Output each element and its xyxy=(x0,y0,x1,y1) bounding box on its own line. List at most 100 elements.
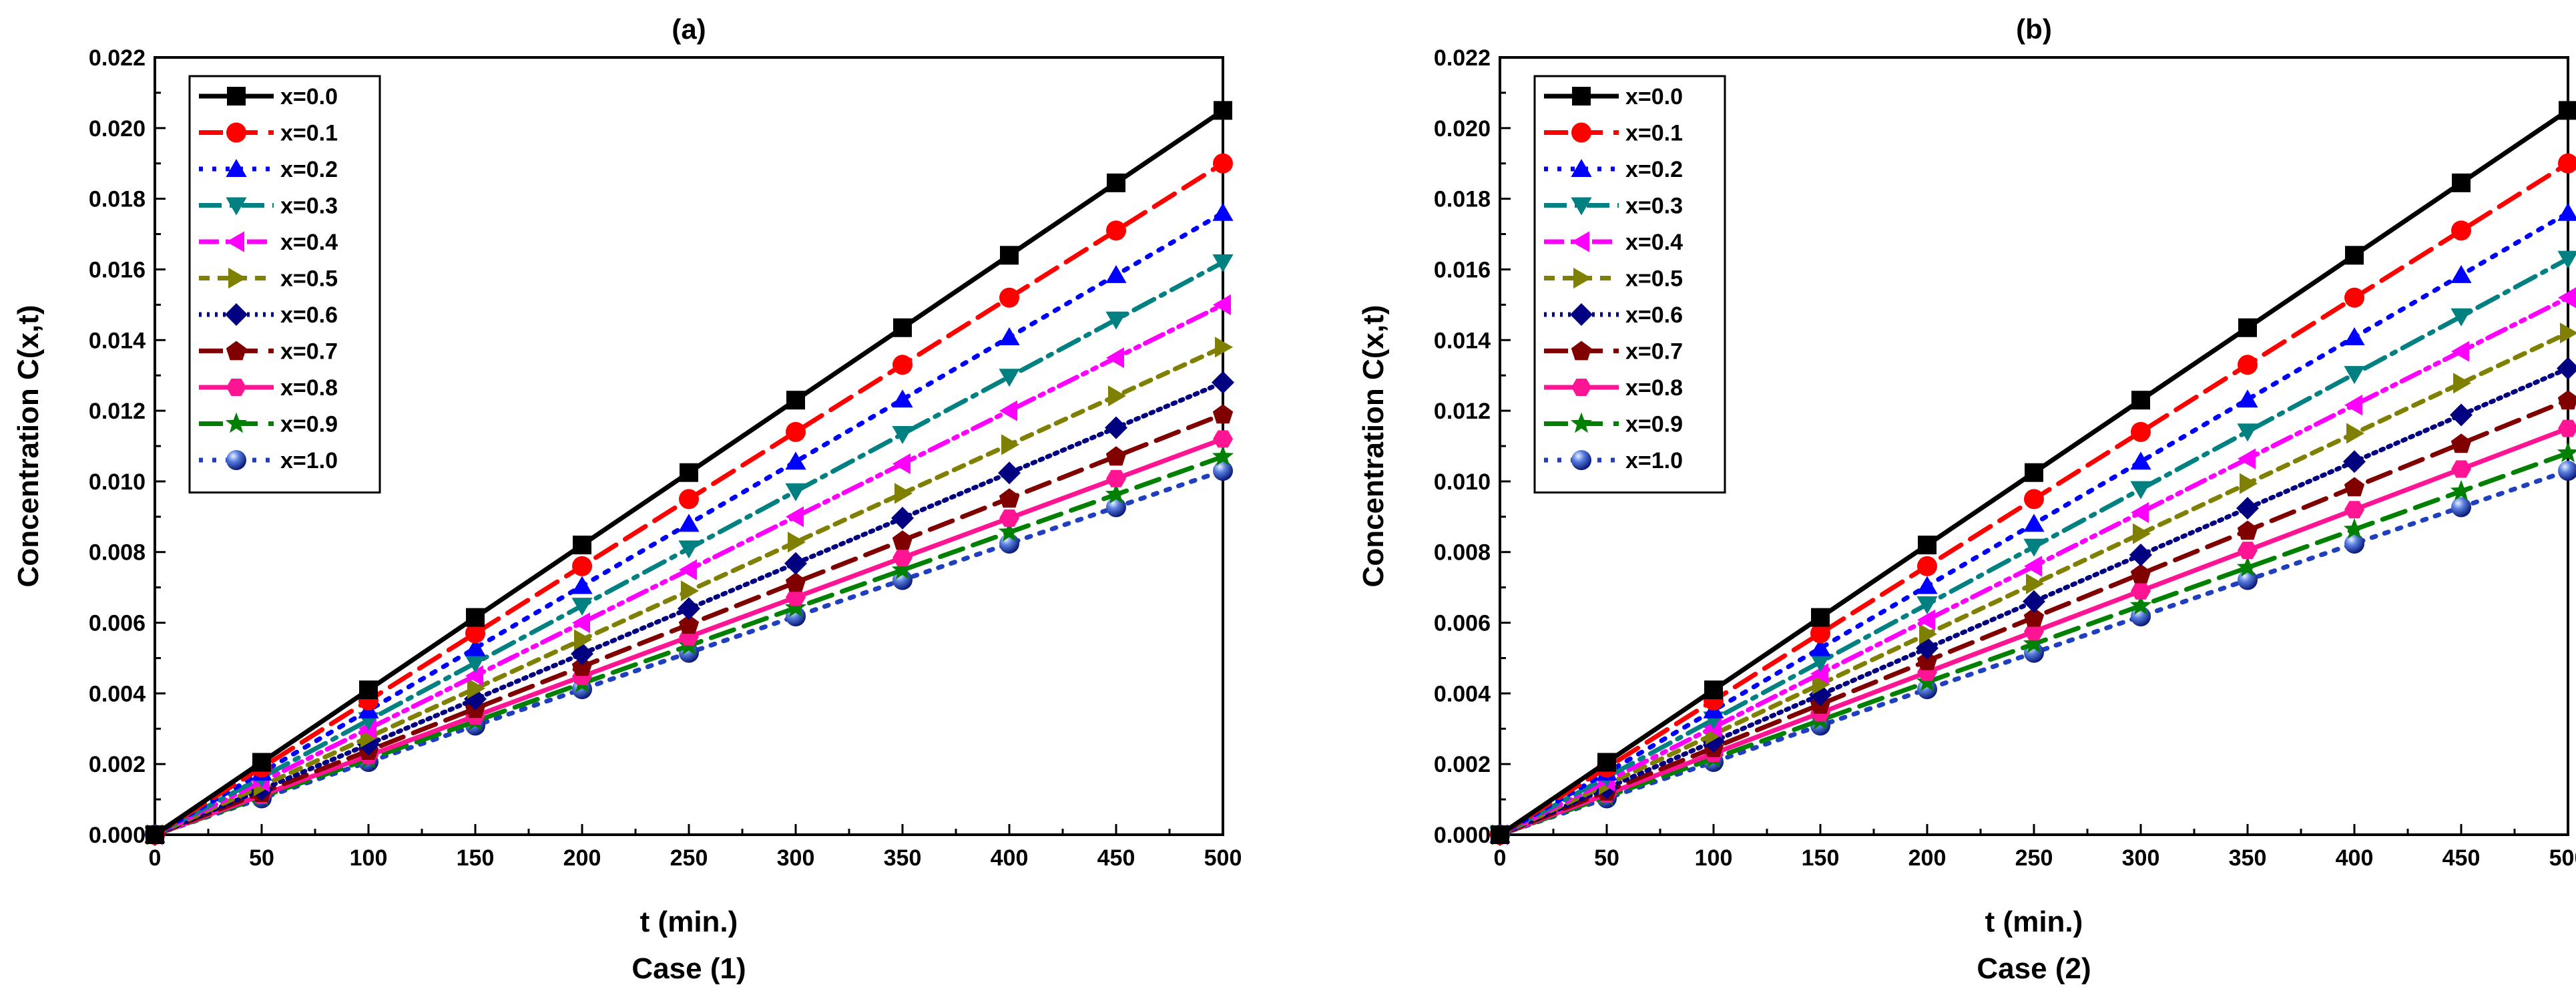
data-point xyxy=(2560,323,2576,344)
legend-item: x=0.6 xyxy=(1544,303,1683,328)
data-point xyxy=(784,596,807,618)
data-point xyxy=(572,556,592,576)
data-point xyxy=(2131,582,2151,600)
legend-label: x=0.2 xyxy=(280,157,338,182)
data-point xyxy=(359,680,378,700)
data-point xyxy=(1106,220,1126,241)
x-tick-label: 400 xyxy=(991,845,1029,871)
y-tick-label: 0.006 xyxy=(89,611,146,636)
data-point xyxy=(892,355,913,375)
data-point xyxy=(999,327,1020,345)
legend-item: x=0.1 xyxy=(1544,121,1683,146)
data-point xyxy=(2344,501,2364,519)
data-point xyxy=(1597,753,1616,772)
x-tick-label: 0 xyxy=(1494,845,1507,871)
data-point xyxy=(2343,518,2366,539)
legend-marker xyxy=(1572,87,1591,106)
legend-item: x=0.0 xyxy=(199,84,338,110)
data-point xyxy=(892,549,913,567)
data-point xyxy=(678,514,700,532)
legend-item: x=0.9 xyxy=(199,412,338,437)
chart-panel-b: (b) 0 50 100 150 200 250 300 350 400 450 500 0.000 0.… xyxy=(1357,13,2576,985)
y-tick-label: 0.000 xyxy=(1434,823,1491,848)
data-point xyxy=(892,453,911,474)
legend-marker xyxy=(226,379,246,396)
data-point xyxy=(2024,489,2044,510)
y-tick-label: 0.004 xyxy=(1434,681,1491,707)
x-tick-label: 500 xyxy=(1204,845,1242,871)
legend-item: x=0.3 xyxy=(1544,194,1683,219)
data-point xyxy=(891,558,914,580)
x-tick-label: 0 xyxy=(149,845,162,871)
data-point xyxy=(1212,404,1234,424)
legend-label: x=0.4 xyxy=(280,230,338,255)
data-point xyxy=(1704,680,1723,700)
data-point xyxy=(2451,460,2471,478)
y-tick-label: 0.018 xyxy=(1434,187,1491,212)
x-axis-label: t (min.) xyxy=(1985,906,2083,938)
legend-label: x=1.0 xyxy=(280,448,338,473)
legend-item: x=0.6 xyxy=(199,303,338,328)
x-tick-label: 250 xyxy=(670,845,708,871)
chart-caption: Case (2) xyxy=(1977,952,2091,985)
data-point xyxy=(574,629,592,650)
data-point xyxy=(2238,318,2257,337)
x-tick-label: 500 xyxy=(2549,845,2576,871)
legend-item: x=0.9 xyxy=(1544,412,1683,437)
data-point xyxy=(891,506,914,530)
data-point xyxy=(2023,607,2045,627)
data-point xyxy=(2130,564,2151,584)
data-point xyxy=(1916,596,1938,614)
data-point xyxy=(2024,556,2042,577)
legend-item: x=0.4 xyxy=(199,230,338,255)
data-point xyxy=(1106,347,1124,369)
data-point xyxy=(1105,446,1127,466)
data-point xyxy=(572,612,590,634)
data-point xyxy=(2129,544,2152,566)
data-point xyxy=(2557,250,2576,269)
x-tick-label: 100 xyxy=(1695,845,1733,871)
data-point xyxy=(678,614,700,634)
data-point xyxy=(892,389,913,408)
data-point xyxy=(146,825,164,844)
legend-marker xyxy=(1570,303,1593,326)
data-point xyxy=(2450,403,2473,427)
data-point xyxy=(1106,469,1126,487)
data-point xyxy=(2346,423,2364,444)
legend-item: x=0.5 xyxy=(1544,266,1683,292)
data-point xyxy=(1215,337,1233,358)
legend-item: x=0.2 xyxy=(199,157,338,182)
data-point xyxy=(571,656,593,676)
data-point xyxy=(1212,371,1234,394)
data-point xyxy=(573,536,591,555)
data-point xyxy=(1810,654,1831,672)
data-point xyxy=(678,540,700,559)
data-point xyxy=(2026,573,2044,594)
data-point xyxy=(785,572,806,592)
y-tick-label: 0.008 xyxy=(89,540,146,566)
data-point xyxy=(2023,632,2045,653)
data-point xyxy=(571,598,593,616)
legend-label: x=0.7 xyxy=(280,339,338,365)
series-x=0.7 xyxy=(1489,390,2576,844)
legend-label: x=0.4 xyxy=(1625,230,1683,255)
data-point xyxy=(2238,570,2258,590)
legend-marker xyxy=(226,341,247,361)
legend-label: x=0.9 xyxy=(1625,412,1683,437)
data-point xyxy=(892,426,913,444)
data-point xyxy=(2453,373,2471,394)
data-point xyxy=(2238,542,2258,560)
data-point xyxy=(786,421,806,442)
y-tick-label: 0.000 xyxy=(89,823,146,848)
data-point xyxy=(1000,246,1019,265)
legend-label: x=0.9 xyxy=(280,412,338,437)
x-tick-label: 350 xyxy=(884,845,922,871)
data-point xyxy=(999,369,1020,387)
data-point xyxy=(681,580,699,602)
data-point xyxy=(2236,556,2259,577)
chart-title: (b) xyxy=(2016,13,2052,45)
data-point xyxy=(785,451,806,470)
y-tick-label: 0.008 xyxy=(1434,540,1491,566)
legend-item: x=0.3 xyxy=(199,194,338,219)
data-point xyxy=(2238,448,2256,469)
